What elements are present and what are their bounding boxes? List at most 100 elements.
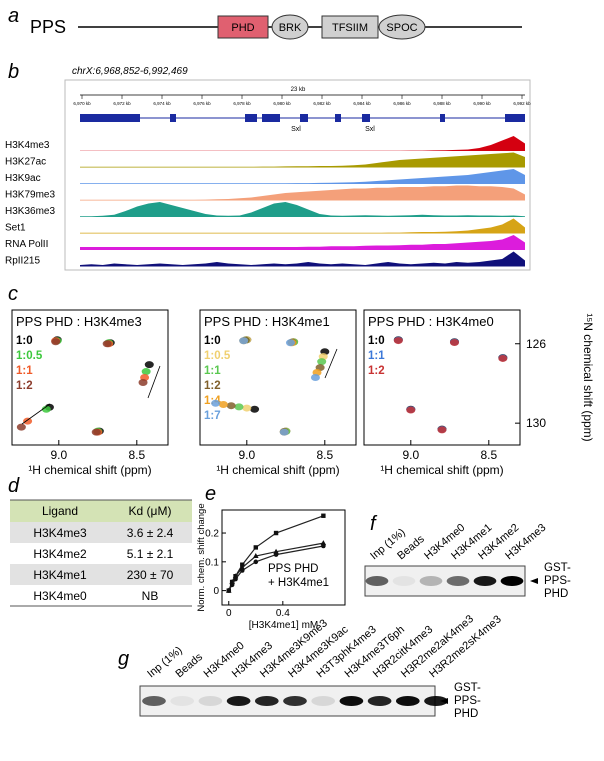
band <box>226 696 251 706</box>
nmr-peak <box>279 428 289 436</box>
ruler-label: 6,986 kb <box>393 101 411 106</box>
point <box>252 553 259 559</box>
legend-entry: 1:1 <box>204 365 221 377</box>
legend-entry: 1:0 <box>204 335 221 347</box>
ruler-label: 6,988 kb <box>433 101 451 106</box>
coverage-track <box>80 202 525 217</box>
scale: 23 kb <box>291 87 306 93</box>
arrow <box>530 578 538 584</box>
coverage-track <box>80 136 525 151</box>
browser-frame <box>64 79 531 271</box>
point <box>239 568 245 573</box>
track-name: H3K79me3 <box>5 190 55 201</box>
table-cell: H3K4me3 <box>33 526 87 540</box>
band <box>419 576 443 586</box>
band <box>395 696 420 706</box>
legend-entry: 1:0 <box>16 335 33 347</box>
x-axis-label: ¹H chemical shift (ppm) <box>28 463 151 477</box>
row-bg <box>10 522 192 543</box>
track-name: H3K9ac <box>5 173 41 184</box>
point <box>233 576 238 582</box>
ruler-label: 6,974 kb <box>153 101 171 106</box>
point <box>253 559 259 565</box>
y-tick-label: 0.2 <box>205 529 219 540</box>
table-cell: H3K4me0 <box>33 589 87 603</box>
band <box>254 696 279 706</box>
domain-box <box>271 14 309 40</box>
coverage-track <box>80 235 525 250</box>
domain-name: PHD <box>231 22 254 34</box>
shift-arrow <box>324 348 338 379</box>
nmr-peak <box>437 426 447 434</box>
track-name: Set1 <box>5 223 26 234</box>
band <box>170 696 195 706</box>
nmr-title: PPS PHD : H3K4me3 <box>16 314 142 329</box>
band <box>283 696 307 706</box>
nmr-peak <box>41 405 51 413</box>
legend-entry: 1:0.5 <box>16 350 43 362</box>
panel-label: e <box>205 483 216 505</box>
annotation: + H3K4me1 <box>268 577 329 589</box>
shift-arrow <box>21 403 51 425</box>
domain-box <box>321 15 379 39</box>
ruler-label: 6,972 kb <box>113 101 131 106</box>
nmr-title: PPS PHD : H3K4me1 <box>204 314 330 329</box>
coverage-track <box>80 169 525 184</box>
nmr-peak <box>138 378 148 386</box>
ruler-label: 6,978 kb <box>233 101 251 106</box>
panel-label: b <box>8 61 19 83</box>
track-name: H3K4me3 <box>5 140 50 151</box>
track-name: H3K27ac <box>5 157 46 168</box>
protein-label: GST- <box>544 562 571 574</box>
ruler-label: 6,992 kb <box>513 101 531 106</box>
y-axis-label: Norm. chem. shift change <box>196 503 207 611</box>
ruler-label: 6,984 kb <box>353 101 371 106</box>
domain-name: BRK <box>279 22 302 34</box>
legend-entry: 1:7 <box>204 410 221 422</box>
table-header-bg <box>10 500 192 522</box>
table-cell: NB <box>142 589 159 603</box>
table-cell: H3K4me1 <box>33 568 87 582</box>
domain-box <box>378 14 426 40</box>
track-name: RpII215 <box>5 256 40 267</box>
ruler-label: 6,970 kb <box>73 101 91 106</box>
legend-entry: 1:2 <box>204 380 221 392</box>
band <box>198 696 223 706</box>
nmr-peak <box>144 361 154 369</box>
nmr-peak <box>317 358 327 366</box>
x-tick-label: 9.0 <box>50 448 67 462</box>
point <box>273 548 279 554</box>
nmr-peak <box>16 423 26 431</box>
coverage-track <box>80 152 525 168</box>
y-tick-label: 130 <box>526 416 546 430</box>
x-tick-label: 8.5 <box>128 448 145 462</box>
table-cell: H3K4me2 <box>33 547 87 561</box>
nmr-peak <box>285 339 295 347</box>
domain-name: TFSIIM <box>332 22 368 34</box>
table-header: Ligand <box>42 504 78 518</box>
band <box>367 696 392 706</box>
band <box>392 576 416 586</box>
ruler-label: 6,976 kb <box>193 101 211 106</box>
legend-entry: 1:2 <box>368 365 385 377</box>
exon <box>440 114 445 122</box>
y-axis-label: ¹⁵N chemical shift (ppm) <box>581 313 595 441</box>
x-axis-label: ¹H chemical shift (ppm) <box>216 463 339 477</box>
annotation: PPS PHD <box>268 563 319 575</box>
panel-label: c <box>8 283 18 305</box>
point <box>253 545 258 550</box>
domain-box <box>217 15 269 39</box>
nmr-frame <box>199 309 357 446</box>
nmr-peak <box>226 402 236 410</box>
gene-name: Sxl <box>365 126 375 133</box>
exon <box>170 114 176 122</box>
nmr-peak <box>239 337 249 345</box>
x-tick-label: 9.0 <box>402 448 419 462</box>
point <box>229 582 235 588</box>
nmr-peak <box>102 340 112 348</box>
track-name: RNA PolII <box>5 239 48 250</box>
point <box>273 530 279 536</box>
y-tick-label: 0.1 <box>205 557 219 568</box>
ruler-label: 6,980 kb <box>273 101 291 106</box>
